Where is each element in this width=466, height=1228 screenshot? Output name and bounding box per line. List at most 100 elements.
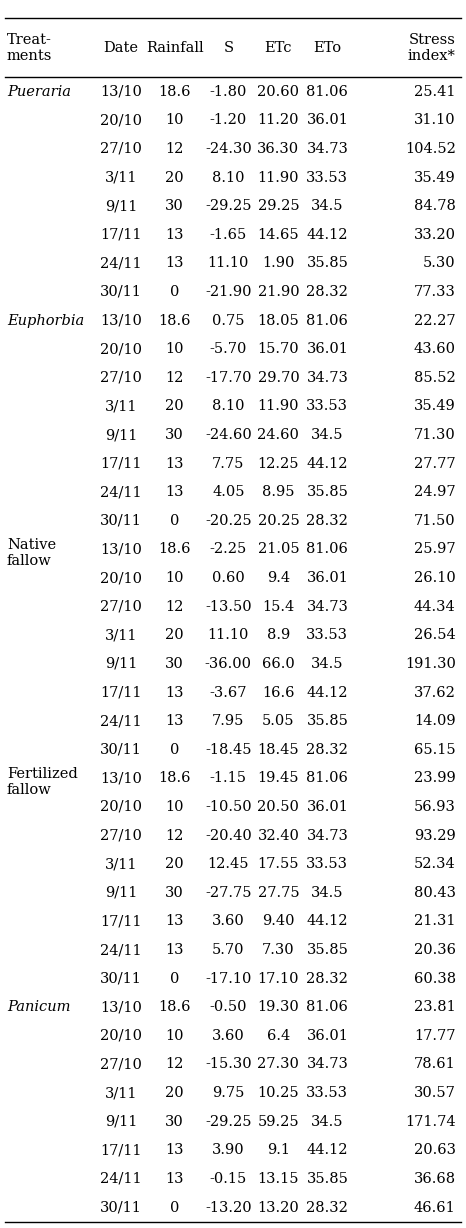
Text: 25.41: 25.41: [414, 85, 456, 98]
Text: 17/11: 17/11: [100, 1143, 142, 1157]
Text: ETc: ETc: [265, 41, 292, 55]
Text: 71.30: 71.30: [414, 429, 456, 442]
Text: 20/10: 20/10: [100, 571, 142, 585]
Text: 28.32: 28.32: [307, 971, 348, 986]
Text: 18.45: 18.45: [258, 743, 299, 756]
Text: -18.45: -18.45: [205, 743, 252, 756]
Text: 33.53: 33.53: [306, 857, 349, 871]
Text: 5.30: 5.30: [423, 257, 456, 270]
Text: 13: 13: [165, 715, 184, 728]
Text: 29.70: 29.70: [258, 371, 299, 384]
Text: 37.62: 37.62: [414, 685, 456, 700]
Text: -24.30: -24.30: [205, 142, 252, 156]
Text: 20: 20: [165, 399, 184, 414]
Text: 30: 30: [165, 429, 184, 442]
Text: -15.30: -15.30: [205, 1057, 252, 1072]
Text: 13/10: 13/10: [100, 85, 142, 98]
Text: 13.15: 13.15: [258, 1172, 299, 1186]
Text: 17.55: 17.55: [258, 857, 299, 871]
Text: 26.54: 26.54: [414, 629, 456, 642]
Text: 34.5: 34.5: [311, 429, 343, 442]
Text: -0.15: -0.15: [210, 1172, 247, 1186]
Text: 60.38: 60.38: [414, 971, 456, 986]
Text: 34.73: 34.73: [307, 829, 348, 842]
Text: 33.53: 33.53: [306, 1086, 349, 1100]
Text: 26.10: 26.10: [414, 571, 456, 585]
Text: -29.25: -29.25: [205, 199, 252, 214]
Text: 20: 20: [165, 629, 184, 642]
Text: 3/11: 3/11: [105, 629, 137, 642]
Text: 0: 0: [170, 971, 179, 986]
Text: 13: 13: [165, 685, 184, 700]
Text: -17.70: -17.70: [205, 371, 252, 384]
Text: 13: 13: [165, 1143, 184, 1157]
Text: 33.53: 33.53: [306, 629, 349, 642]
Text: 27/10: 27/10: [100, 371, 142, 384]
Text: 30: 30: [165, 1115, 184, 1129]
Text: 21.05: 21.05: [258, 543, 299, 556]
Text: 30/11: 30/11: [100, 971, 142, 986]
Text: Native
fallow: Native fallow: [7, 538, 56, 567]
Text: 34.5: 34.5: [311, 199, 343, 214]
Text: 20/10: 20/10: [100, 343, 142, 356]
Text: -3.67: -3.67: [210, 685, 247, 700]
Text: 17.10: 17.10: [258, 971, 299, 986]
Text: 24/11: 24/11: [100, 943, 142, 957]
Text: 21.90: 21.90: [258, 285, 299, 298]
Text: 28.32: 28.32: [307, 513, 348, 528]
Text: Treat-
ments: Treat- ments: [7, 33, 52, 63]
Text: 17/11: 17/11: [100, 685, 142, 700]
Text: 33.53: 33.53: [306, 171, 349, 184]
Text: 13/10: 13/10: [100, 313, 142, 328]
Text: 84.78: 84.78: [414, 199, 456, 214]
Text: 23.99: 23.99: [414, 771, 456, 786]
Text: 17.77: 17.77: [414, 1029, 456, 1043]
Text: 13: 13: [165, 227, 184, 242]
Text: -21.90: -21.90: [205, 285, 252, 298]
Text: 43.60: 43.60: [414, 343, 456, 356]
Text: 22.27: 22.27: [414, 313, 456, 328]
Text: 28.32: 28.32: [307, 1201, 348, 1214]
Text: 35.85: 35.85: [307, 1172, 348, 1186]
Text: 81.06: 81.06: [307, 771, 348, 786]
Text: 80.43: 80.43: [414, 885, 456, 900]
Text: 13: 13: [165, 457, 184, 470]
Text: 13: 13: [165, 915, 184, 928]
Text: 0: 0: [170, 513, 179, 528]
Text: -10.50: -10.50: [205, 799, 252, 814]
Text: 12: 12: [165, 142, 184, 156]
Text: 4.05: 4.05: [212, 485, 245, 500]
Text: 16.6: 16.6: [262, 685, 295, 700]
Text: 28.32: 28.32: [307, 285, 348, 298]
Text: 81.06: 81.06: [307, 1001, 348, 1014]
Text: 20/10: 20/10: [100, 113, 142, 128]
Text: Stress
index*: Stress index*: [408, 33, 456, 63]
Text: 30: 30: [165, 657, 184, 670]
Text: 11.10: 11.10: [208, 629, 249, 642]
Text: 32.40: 32.40: [258, 829, 299, 842]
Text: 36.01: 36.01: [307, 1029, 348, 1043]
Text: Date: Date: [103, 41, 139, 55]
Text: 20.50: 20.50: [258, 799, 299, 814]
Text: Euphorbia: Euphorbia: [7, 313, 84, 328]
Text: 12.25: 12.25: [258, 457, 299, 470]
Text: 20: 20: [165, 857, 184, 871]
Text: 7.30: 7.30: [262, 943, 295, 957]
Text: 9.75: 9.75: [212, 1086, 245, 1100]
Text: 27.77: 27.77: [414, 457, 456, 470]
Text: 5.05: 5.05: [262, 715, 295, 728]
Text: 13: 13: [165, 257, 184, 270]
Text: 12: 12: [165, 1057, 184, 1072]
Text: 10: 10: [165, 799, 184, 814]
Text: 10: 10: [165, 571, 184, 585]
Text: 28.32: 28.32: [307, 743, 348, 756]
Text: 27/10: 27/10: [100, 1057, 142, 1072]
Text: -5.70: -5.70: [210, 343, 247, 356]
Text: 0: 0: [170, 743, 179, 756]
Text: 0.60: 0.60: [212, 571, 245, 585]
Text: 21.31: 21.31: [414, 915, 456, 928]
Text: 27.30: 27.30: [258, 1057, 299, 1072]
Text: 12: 12: [165, 599, 184, 614]
Text: 44.12: 44.12: [307, 457, 348, 470]
Text: 35.85: 35.85: [307, 485, 348, 500]
